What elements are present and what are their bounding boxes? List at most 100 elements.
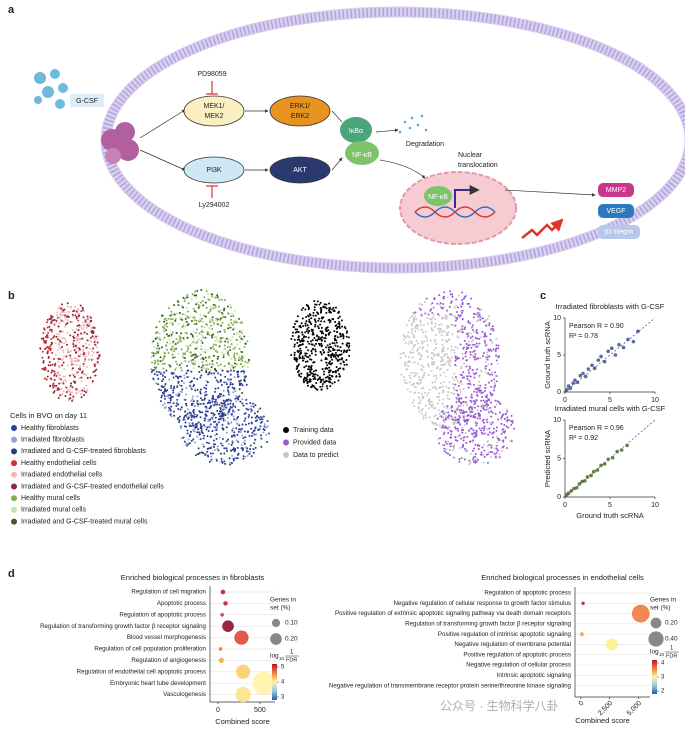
- cell-point: [183, 374, 186, 377]
- cell-point: [200, 345, 203, 348]
- cell-point: [223, 309, 226, 312]
- cell-point: [316, 300, 319, 303]
- node-label: ERK1/: [290, 103, 310, 110]
- cell-point: [476, 394, 479, 397]
- cell-point: [85, 346, 88, 349]
- cell-point: [199, 397, 202, 400]
- cell-point: [475, 331, 478, 334]
- cell-point: [75, 351, 78, 354]
- cell-point: [450, 436, 453, 439]
- cell-point: [420, 354, 423, 357]
- cell-point: [41, 367, 44, 370]
- cell-point: [208, 327, 211, 330]
- cell-point: [170, 387, 173, 390]
- cell-point: [475, 357, 478, 360]
- cell-point: [224, 340, 227, 343]
- cell-point: [217, 421, 220, 424]
- cell-point: [414, 330, 417, 333]
- cell-point: [65, 380, 68, 383]
- cell-point: [164, 383, 167, 386]
- cell-point: [235, 419, 238, 422]
- cell-point: [332, 355, 335, 358]
- cell-point: [252, 448, 255, 451]
- node-akt: [269, 156, 331, 184]
- cell-point: [468, 382, 471, 385]
- cell-point: [460, 303, 463, 306]
- cell-point: [214, 420, 217, 423]
- cell-point: [299, 326, 302, 329]
- cell-point: [160, 394, 163, 397]
- cell-point: [238, 347, 241, 350]
- cell-point: [336, 345, 339, 348]
- point: [573, 378, 577, 382]
- cell-point: [403, 379, 406, 382]
- cell-point: [63, 314, 66, 317]
- cell-point: [335, 375, 338, 378]
- cell-point: [74, 306, 77, 309]
- cell-point: [345, 363, 348, 366]
- cell-point: [326, 376, 329, 379]
- cell-point: [55, 384, 58, 387]
- cell-point: [424, 391, 427, 394]
- cell-point: [456, 356, 459, 359]
- cell-point: [413, 335, 416, 338]
- cell-point: [73, 375, 76, 378]
- cell-point: [322, 305, 325, 308]
- point: [610, 346, 614, 351]
- cell-point: [216, 445, 219, 448]
- cell-point: [226, 421, 229, 424]
- g-csf-icon: [34, 69, 68, 109]
- cell-point: [321, 385, 324, 388]
- cell-point: [164, 390, 167, 393]
- cell-point: [461, 457, 464, 460]
- cell-point: [189, 316, 192, 319]
- cell-point: [314, 348, 317, 351]
- cell-point: [167, 306, 170, 309]
- cell-point: [488, 373, 491, 376]
- cell-point: [306, 374, 309, 377]
- cell-point: [51, 384, 54, 387]
- cell-point: [191, 293, 194, 296]
- cell-point: [170, 348, 173, 351]
- cell-point: [432, 307, 435, 310]
- cell-point: [232, 427, 235, 430]
- point: [575, 380, 580, 385]
- cell-point: [310, 385, 313, 388]
- cell-point: [462, 387, 465, 390]
- cell-point: [211, 316, 214, 319]
- cell-point: [257, 416, 260, 419]
- category-label: Regulation of transforming growth factor…: [405, 621, 571, 628]
- cell-point: [91, 335, 94, 338]
- cell-point: [427, 373, 430, 376]
- cell-point: [188, 442, 191, 445]
- cell-point: [319, 307, 322, 310]
- cell-point: [159, 400, 162, 403]
- cell-point: [435, 334, 438, 337]
- cell-point: [490, 423, 493, 426]
- legend-entry: Irradiated mural cells: [21, 507, 86, 514]
- cell-point: [219, 317, 222, 320]
- cell-point: [44, 368, 47, 371]
- cell-point: [488, 368, 491, 371]
- cell-point: [222, 389, 225, 392]
- cell-point: [185, 387, 188, 390]
- cell-point: [227, 325, 230, 328]
- cell-point: [204, 348, 207, 351]
- cell-point: [426, 394, 429, 397]
- cell-point: [243, 430, 246, 433]
- cell-point: [417, 325, 420, 328]
- cell-point: [254, 419, 257, 422]
- cell-point: [243, 372, 246, 375]
- legend-entry: Irradiated and G-CSF-treated mural cells: [21, 518, 148, 525]
- cell-point: [345, 335, 348, 338]
- cell-point: [231, 383, 234, 386]
- cell-point: [74, 359, 77, 362]
- cell-point: [468, 428, 471, 431]
- cell-point: [438, 303, 441, 306]
- cell-point: [58, 388, 61, 391]
- cell-point: [321, 382, 324, 385]
- cell-point: [185, 372, 188, 375]
- cell-point: [171, 323, 174, 326]
- annotation: Degradation: [406, 141, 444, 148]
- cell-point: [196, 435, 199, 438]
